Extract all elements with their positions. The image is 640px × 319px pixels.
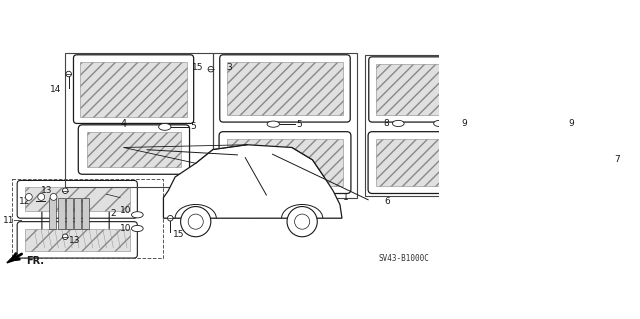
Ellipse shape — [131, 226, 143, 232]
Text: 10: 10 — [120, 206, 132, 215]
Ellipse shape — [434, 120, 445, 127]
Bar — [227, 139, 342, 186]
Bar — [365, 56, 486, 196]
Bar — [227, 62, 342, 115]
Bar — [49, 197, 56, 228]
Text: 5: 5 — [297, 120, 303, 129]
Ellipse shape — [131, 212, 143, 218]
Text: 14: 14 — [50, 85, 61, 94]
Bar — [65, 53, 213, 187]
Text: 11—: 11— — [3, 216, 24, 225]
Text: 1: 1 — [343, 193, 349, 202]
Bar — [376, 64, 474, 115]
Text: 9: 9 — [461, 119, 467, 128]
Bar — [213, 53, 357, 197]
Text: 13: 13 — [68, 236, 80, 245]
Bar — [81, 62, 187, 116]
Polygon shape — [7, 255, 17, 263]
Ellipse shape — [159, 123, 171, 130]
Bar — [25, 187, 130, 211]
Circle shape — [66, 71, 72, 77]
Ellipse shape — [392, 120, 404, 127]
Bar — [74, 197, 81, 228]
Text: 3: 3 — [227, 63, 232, 72]
Text: 5: 5 — [190, 122, 196, 131]
Bar — [58, 197, 65, 228]
Ellipse shape — [540, 120, 552, 127]
Bar — [504, 139, 600, 186]
Bar — [493, 56, 610, 196]
Circle shape — [50, 194, 57, 200]
Bar — [264, 149, 271, 153]
Ellipse shape — [267, 121, 280, 127]
Circle shape — [63, 234, 68, 240]
Text: 15: 15 — [173, 229, 184, 239]
Text: SV43-B1000C: SV43-B1000C — [378, 254, 429, 263]
Polygon shape — [163, 145, 342, 218]
Text: FR.: FR. — [26, 256, 44, 266]
Circle shape — [26, 194, 32, 200]
Circle shape — [180, 206, 211, 237]
Text: 10: 10 — [120, 224, 132, 233]
Bar — [25, 228, 130, 251]
Circle shape — [294, 214, 310, 229]
Text: 13: 13 — [41, 186, 52, 195]
Bar — [236, 150, 244, 155]
Circle shape — [63, 188, 68, 194]
Circle shape — [188, 214, 204, 229]
Bar — [83, 197, 89, 228]
Text: 4: 4 — [120, 119, 126, 129]
Text: 7: 7 — [614, 155, 620, 164]
Circle shape — [168, 215, 173, 221]
Text: 8: 8 — [383, 119, 389, 128]
Text: 12: 12 — [19, 197, 31, 205]
Text: 6: 6 — [385, 197, 390, 205]
Text: 9: 9 — [568, 119, 573, 128]
Text: 2: 2 — [110, 209, 115, 218]
Bar — [66, 197, 73, 228]
Text: 15: 15 — [192, 63, 204, 72]
Bar — [12, 179, 163, 258]
Bar — [86, 132, 181, 167]
Circle shape — [38, 194, 45, 200]
Circle shape — [287, 206, 317, 237]
Bar — [376, 139, 474, 186]
Bar — [504, 64, 600, 115]
Circle shape — [208, 66, 214, 72]
